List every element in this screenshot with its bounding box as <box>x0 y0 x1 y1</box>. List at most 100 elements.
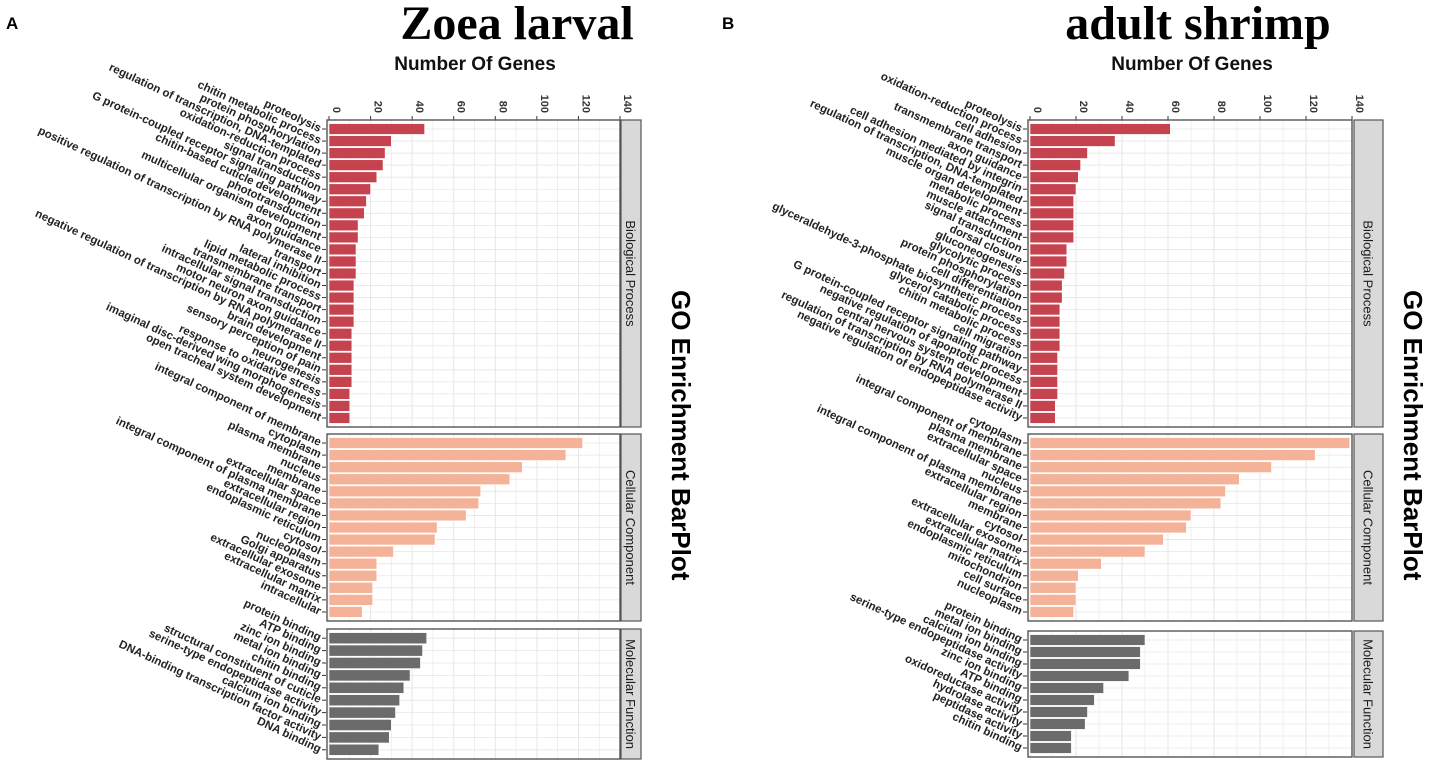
panel-a-facet-cellular-component-bar <box>328 521 438 534</box>
panel-b-facet-cellular-component-bar <box>1029 545 1146 558</box>
panel-a-facet-cellular-component-strip-label: Cellular Component <box>623 470 638 585</box>
panel-b-facet-cellular-component-bar <box>1029 570 1079 582</box>
panel-b-facet-cellular-component-bar <box>1029 521 1187 534</box>
panel-b-x-tick-label: 40 <box>1123 101 1135 113</box>
panel-a-x-tick-label: 120 <box>579 95 591 113</box>
panel-a-facet-molecular-function-bar <box>328 719 392 731</box>
panel-a-facet-biological-process-strip-label: Biological Process <box>623 220 638 327</box>
panel-b-facet-biological-process-strip-label: Biological Process <box>1361 220 1376 327</box>
panel-b-facet-biological-process-bar <box>1029 195 1075 207</box>
panel-a-facet-biological-process-bar <box>328 267 357 280</box>
panel-a-facet-cellular-component-border <box>326 433 621 622</box>
panel-b-facet-biological-process-bar <box>1029 340 1061 352</box>
panel-a-facet-molecular-function-bar <box>328 644 423 657</box>
panel-a-facet-biological-process-bar <box>328 279 355 292</box>
panel-b-facet-biological-process-strip <box>1353 119 1384 428</box>
panel-a-facet-biological-process-bar <box>328 340 353 352</box>
panel-b-facet-molecular-function-bar <box>1029 718 1086 730</box>
panel-b-facet-molecular-function-bar <box>1029 634 1146 646</box>
panel-a-facet-biological-process-bar <box>328 315 355 328</box>
panel-a-x-tick-label: 100 <box>538 95 550 113</box>
panel-b-facet-cellular-component-bar <box>1029 449 1316 461</box>
panel-b-facet-molecular-function-strip-label: Molecular Function <box>1361 639 1376 749</box>
panel-b-facet-biological-process-bar <box>1029 364 1058 376</box>
panel-a-facet-cellular-component-bar <box>328 570 378 582</box>
panel-a-facet-cellular-component-bar <box>328 449 567 461</box>
panel-b-x-axis-title: Number Of Genes <box>1111 54 1273 75</box>
panel-a-x-tick-label: 60 <box>455 101 467 113</box>
panel-a-facet-molecular-function-bar <box>328 743 380 756</box>
panel-a-x-tick-label: 20 <box>372 101 384 113</box>
panel-b-x-tick-label: 100 <box>1261 95 1273 113</box>
panel-b-facet-cellular-component-bar <box>1029 497 1222 510</box>
panel-b-facet-biological-process-bar <box>1029 388 1058 400</box>
panel-a-facet-cellular-component-bar <box>328 473 511 485</box>
panel-b-facet-biological-process-bar <box>1029 315 1061 328</box>
panel-b-title: adult shrimp <box>1065 0 1331 50</box>
panel-a-facet-cellular-component-bar <box>328 582 373 594</box>
panel-a-facet-biological-process-bar <box>328 183 371 195</box>
panel-b-facet-cellular-component-bar <box>1029 461 1272 473</box>
panel-b-facet-molecular-function-bar <box>1029 730 1072 742</box>
panel-a-x-axis-title: Number Of Genes <box>394 54 556 75</box>
panel-a-title: Zoea larval <box>400 0 634 50</box>
panel-a-facet-molecular-function-bar <box>328 681 405 694</box>
panel-b-facet-biological-process-bar <box>1029 123 1171 135</box>
panel-b-x-tick-label: 120 <box>1307 95 1319 113</box>
panel-b-x-tick-label: 140 <box>1353 95 1365 113</box>
panel-a-facet-cellular-component-bar <box>328 545 394 558</box>
panel-b-facet-biological-process-bar <box>1029 219 1075 232</box>
panel-b-facet-biological-process-bar <box>1029 303 1061 316</box>
panel-b-facet-biological-process-bar <box>1029 159 1081 171</box>
panel-b-facet-cellular-component-bar <box>1029 533 1164 546</box>
panel-b-facet-molecular-function-bar <box>1029 670 1130 682</box>
panel-b-facet-biological-process-bar <box>1029 231 1075 244</box>
panel-a-facet-biological-process-bar <box>328 123 425 135</box>
panel-b-x-tick-label: 60 <box>1169 101 1181 113</box>
panel-b-facet-molecular-function-bar <box>1029 682 1104 694</box>
panel-b-facet-molecular-function-strip <box>1353 630 1384 758</box>
panel-a-facet-molecular-function-strip-label: Molecular Function <box>623 639 638 749</box>
panel-a-facet-biological-process-bar <box>328 147 386 159</box>
panel-a-facet-biological-process-bar <box>328 327 353 340</box>
panel-a-facet-cellular-component-bar <box>328 497 479 510</box>
panel-a-facet-cellular-component-strip <box>620 433 642 622</box>
panel-b-facet-biological-process-bar <box>1029 207 1075 220</box>
panel-b-facet-biological-process-bar <box>1029 279 1063 292</box>
panel-a-facet-biological-process-bar <box>328 231 359 244</box>
panel-b-x-tick-label: 20 <box>1077 101 1089 113</box>
panel-b-facet-molecular-function-bar <box>1029 706 1088 718</box>
panel-a-facet-biological-process-bar <box>328 376 353 388</box>
panel-b-facet-cellular-component-bar <box>1029 509 1192 522</box>
panel-a-facet-biological-process-bar <box>328 159 384 171</box>
panel-b-facet-biological-process-bar <box>1029 243 1068 256</box>
panel-a-facet-biological-process-strip <box>620 119 642 428</box>
panel-a-facet-biological-process-bar <box>328 171 378 183</box>
panel-b-facet-cellular-component-strip-label: Cellular Component <box>1361 470 1376 585</box>
panel-b-facet-biological-process-bar <box>1029 267 1065 280</box>
panel-a-facet-molecular-function-strip <box>620 628 642 760</box>
panel-a-facet-cellular-component-bar <box>328 533 436 546</box>
panel-b-facet-molecular-function-bar <box>1029 742 1072 754</box>
panel-b-facet-biological-process-bar <box>1029 171 1079 183</box>
panel-a-x-tick-label: 40 <box>413 101 425 113</box>
panel-b-facet-biological-process-bar <box>1029 412 1056 424</box>
panel-a-facet-cellular-component-bar <box>328 606 363 618</box>
panel-a-facet-cellular-component-bar <box>328 461 523 473</box>
panel-b-facet-biological-process-bar <box>1029 376 1058 388</box>
panel-a-facet-molecular-function-bar <box>328 706 396 719</box>
panel-b-facet-biological-process-bar <box>1029 327 1061 340</box>
panel-b-facet-cellular-component-bar <box>1029 582 1077 594</box>
panel-a-x-tick-label: 0 <box>330 107 342 113</box>
panel-b-facet-biological-process-bar <box>1029 183 1077 195</box>
panel-a-facet-biological-process-bar <box>328 255 357 268</box>
panel-b-x-tick-label: 0 <box>1031 107 1043 113</box>
panel-b-facet-molecular-function-border <box>1027 630 1353 758</box>
panel-a-facet-cellular-component-bar <box>328 509 467 522</box>
panel-b-facet-cellular-component-strip <box>1353 433 1384 622</box>
panel-a-x-tick-label: 140 <box>621 95 633 113</box>
panel-a-facet-molecular-function-bar <box>328 731 390 744</box>
panel-b-facet-biological-process-border <box>1027 119 1353 428</box>
panel-b-facet-cellular-component-bar <box>1029 485 1226 498</box>
